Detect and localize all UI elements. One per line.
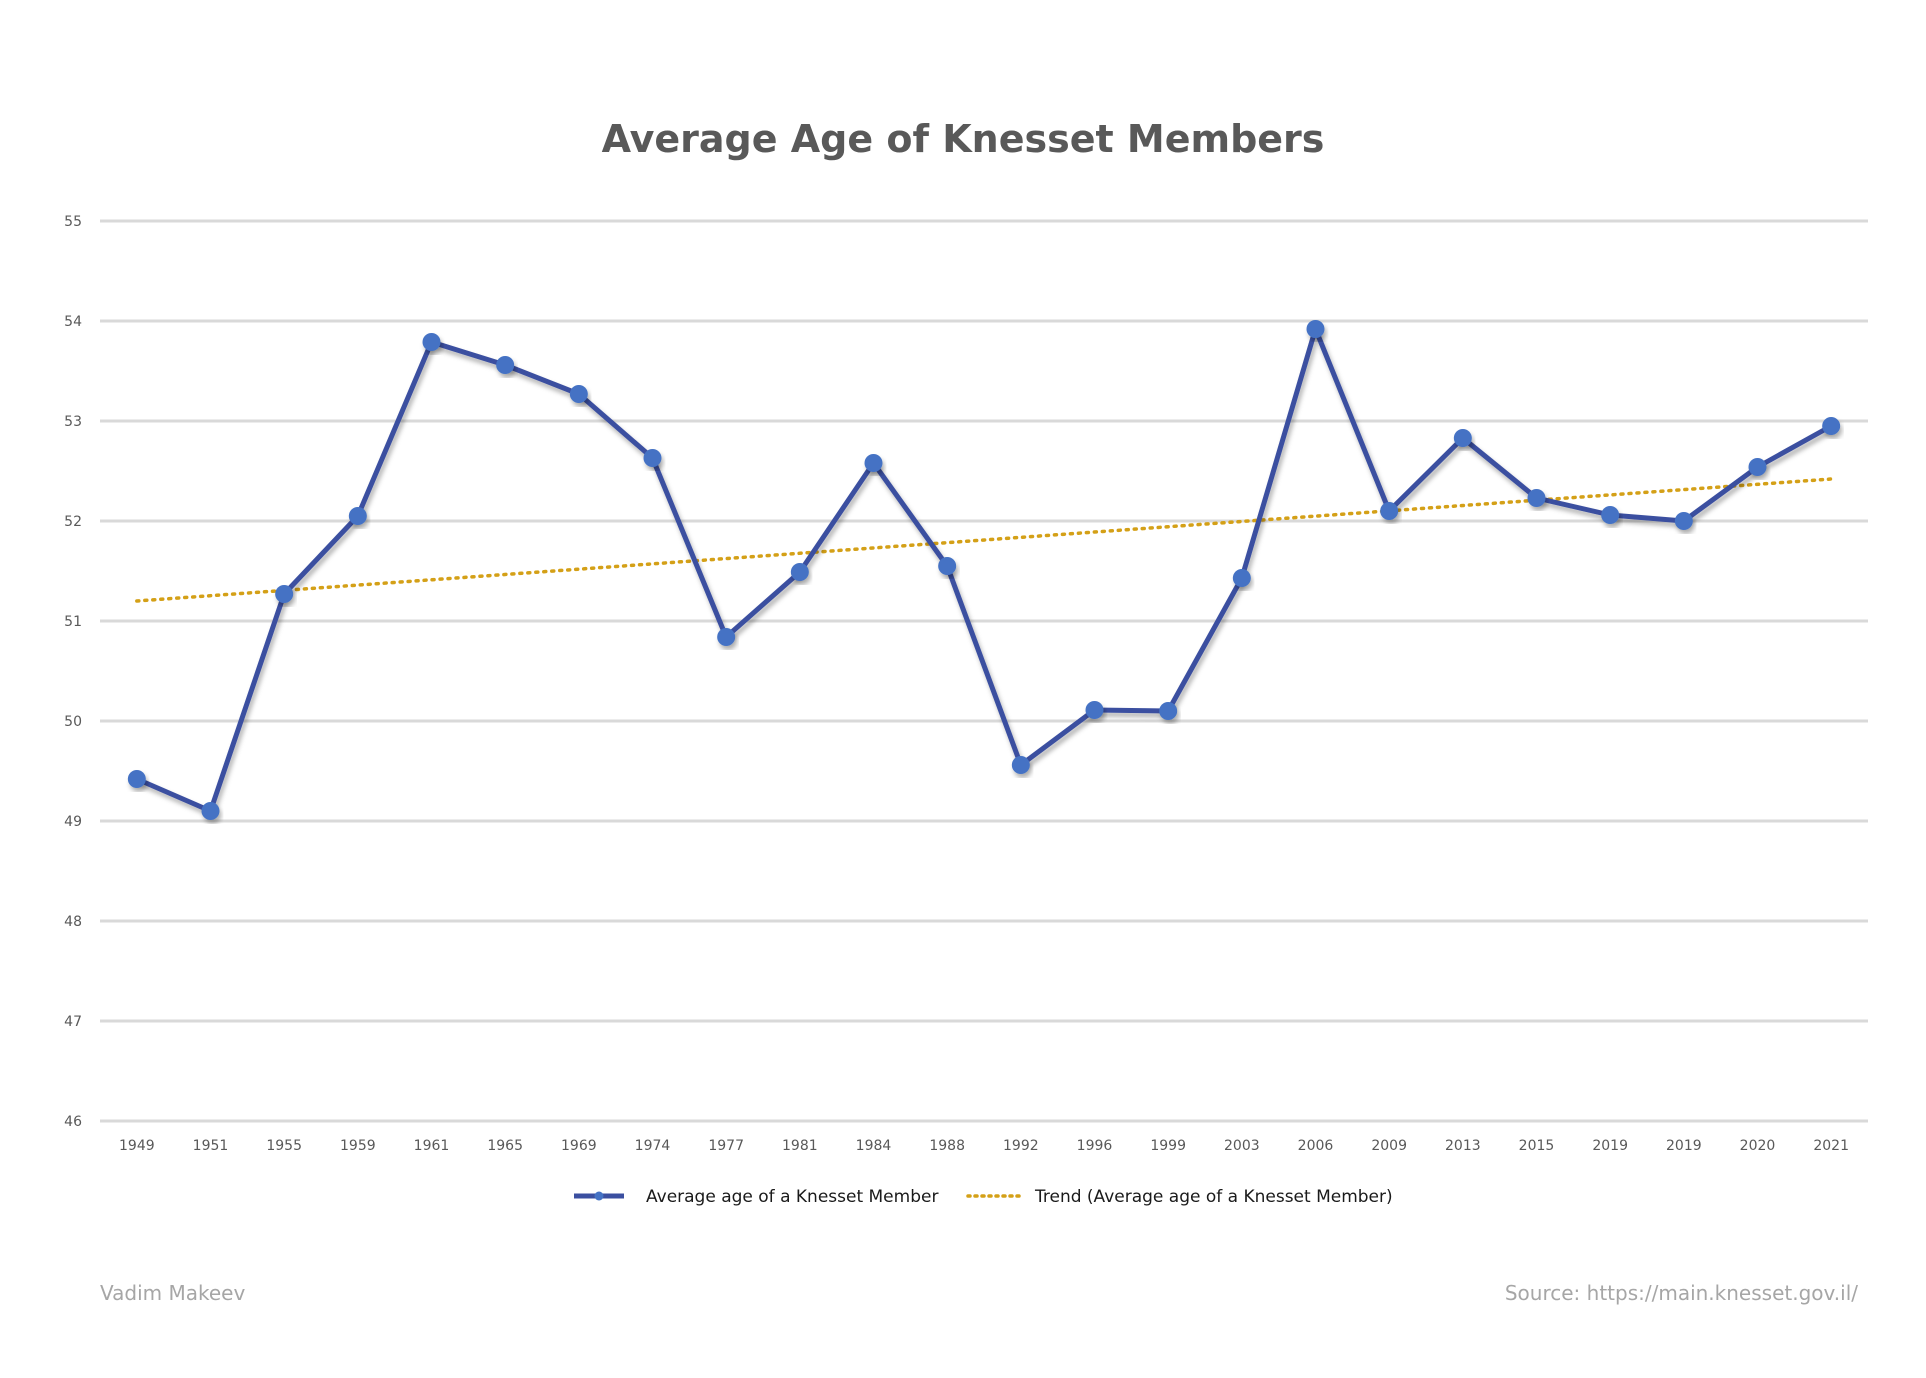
series-line: [134, 326, 1834, 814]
x-tick-label: 1965: [487, 1138, 523, 1154]
data-point: [348, 507, 367, 525]
data-point: [422, 333, 441, 351]
y-tick-label: 53: [64, 414, 82, 430]
legend-trend-label: Trend (Average age of a Knesset Member): [1034, 1187, 1393, 1207]
data-point: [717, 628, 736, 646]
x-tick-label: 2021: [1813, 1138, 1849, 1154]
y-tick-label: 51: [64, 614, 82, 630]
x-tick-label: 1999: [1150, 1138, 1186, 1154]
x-tick-label: 1988: [929, 1138, 965, 1154]
legend-series-marker: [594, 1191, 604, 1201]
data-point: [201, 802, 220, 820]
data-point: [1232, 569, 1251, 587]
x-tick-label: 1969: [561, 1138, 597, 1154]
data-point: [1822, 417, 1841, 435]
x-tick-label: 1949: [119, 1138, 155, 1154]
y-axis-ticks: 46 47 48 49 50 51 52 53 54 55: [64, 214, 82, 1130]
x-tick-label: 1951: [193, 1138, 229, 1154]
legend: Average age of a Knesset Member Trend (A…: [574, 1187, 1393, 1207]
gridlines: [100, 219, 1868, 1123]
x-tick-label: 2015: [1519, 1138, 1555, 1154]
x-tick-label: 2006: [1298, 1138, 1334, 1154]
x-tick-label: 2003: [1224, 1138, 1260, 1154]
data-point: [496, 356, 515, 374]
x-tick-label: 1959: [340, 1138, 376, 1154]
series-layer: [127, 320, 1841, 820]
x-tick-label: 2013: [1445, 1138, 1481, 1154]
data-point: [1380, 502, 1399, 520]
x-tick-label: 1984: [856, 1138, 892, 1154]
y-tick-label: 54: [64, 314, 82, 330]
x-tick-label: 2019: [1666, 1138, 1702, 1154]
data-point: [127, 770, 146, 788]
data-point: [275, 585, 294, 603]
data-point: [864, 454, 883, 472]
data-point: [1085, 701, 1104, 719]
y-tick-label: 50: [64, 714, 82, 730]
data-point: [569, 385, 588, 403]
data-point: [643, 449, 662, 467]
y-tick-label: 52: [64, 514, 82, 530]
x-tick-label: 2009: [1371, 1138, 1407, 1154]
y-tick-label: 48: [64, 914, 82, 930]
data-point: [1748, 458, 1767, 476]
data-point: [938, 557, 957, 575]
x-tick-label: 1955: [266, 1138, 302, 1154]
chart-title: Average Age of Knesset Members: [602, 117, 1325, 161]
x-tick-label: 1981: [782, 1138, 818, 1154]
y-tick-label: 47: [64, 1014, 82, 1030]
y-tick-label: 49: [64, 814, 82, 830]
source-credit: Source: https://main.knesset.gov.il/: [1505, 1281, 1858, 1305]
data-point: [790, 563, 809, 581]
x-tick-label: 1996: [1077, 1138, 1113, 1154]
data-point: [1674, 512, 1693, 530]
data-point: [1011, 756, 1030, 774]
x-tick-label: 2020: [1740, 1138, 1776, 1154]
trendline-layer: [135, 477, 1833, 603]
legend-series-label: Average age of a Knesset Member: [646, 1187, 938, 1207]
data-point: [1159, 702, 1178, 720]
x-tick-label: 1992: [1003, 1138, 1039, 1154]
x-axis-ticks: 1949 1951 1955 1959 1961 1965 1969 1974 1977 1981…: [119, 1138, 1849, 1154]
y-tick-label: 55: [64, 214, 82, 230]
x-tick-label: 1977: [708, 1138, 744, 1154]
data-point: [1306, 320, 1325, 338]
data-point: [1601, 506, 1620, 524]
author-credit: Vadim Makeev: [100, 1281, 245, 1305]
data-point: [1453, 429, 1472, 447]
x-tick-label: 1961: [414, 1138, 450, 1154]
x-tick-label: 1974: [635, 1138, 671, 1154]
x-tick-label: 2019: [1592, 1138, 1628, 1154]
trend-line: [135, 477, 1833, 603]
y-tick-label: 46: [64, 1114, 82, 1130]
data-point: [1527, 489, 1546, 507]
